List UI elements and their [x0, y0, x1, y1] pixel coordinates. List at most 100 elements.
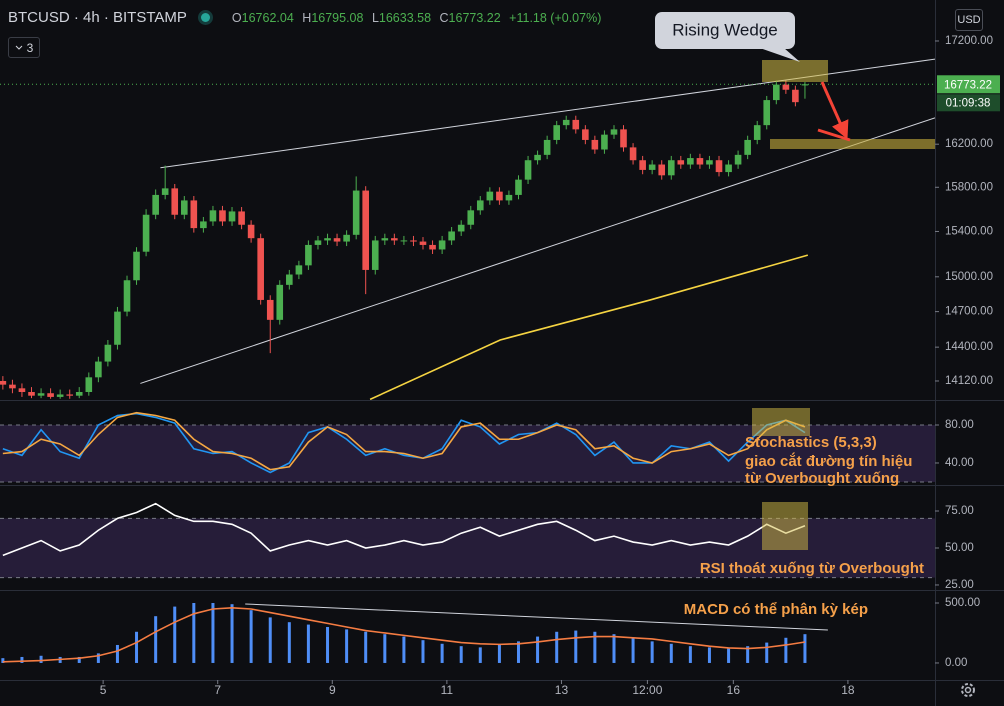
y-tick-label: 17200.00	[945, 35, 993, 47]
candle-body	[37, 393, 45, 396]
histogram-bar	[650, 641, 654, 663]
candle-body	[677, 160, 685, 165]
histogram-bar	[784, 637, 788, 663]
candle-body	[467, 210, 475, 225]
market-status	[200, 13, 210, 22]
pane	[0, 58, 935, 400]
last-price-label: 16773.22	[944, 79, 992, 91]
candle-body	[286, 274, 293, 285]
candle-body	[543, 139, 551, 155]
histogram-bar	[383, 634, 387, 663]
ohlc-label: H	[302, 10, 312, 25]
candle-body	[419, 241, 427, 245]
histogram-bar	[306, 624, 310, 663]
candle-body	[667, 160, 675, 176]
candle-body	[305, 244, 312, 266]
indicator-toggle[interactable]: 3	[8, 37, 40, 58]
candle-body	[648, 164, 656, 170]
ohlc-label: C	[439, 10, 449, 25]
y-tick-label: 15400.00	[945, 225, 993, 237]
series-line	[2, 412, 806, 474]
histogram-bar	[211, 602, 215, 663]
candle-body	[773, 84, 780, 101]
candle-body	[687, 158, 694, 165]
trendline	[140, 117, 935, 384]
histogram-bar	[593, 631, 597, 663]
annotation: giao cắt đường tín hiệu	[745, 452, 912, 470]
histogram-bar	[669, 643, 673, 663]
candle-body	[582, 129, 589, 140]
candle-body	[410, 240, 417, 242]
candle-body	[400, 240, 408, 242]
candle-body	[715, 160, 723, 173]
y-tick-label: 80.00	[945, 419, 974, 431]
histogram-bar	[402, 636, 406, 663]
candle-body	[114, 311, 121, 345]
histogram-bar	[135, 631, 139, 663]
y-tick-label: 15000.00	[945, 271, 993, 283]
histogram-bar	[20, 656, 24, 663]
series-line	[369, 254, 809, 400]
candle-body	[209, 210, 217, 222]
candle-body	[448, 231, 455, 241]
x-tick-label: 16	[727, 683, 741, 697]
candle-body	[639, 160, 646, 170]
x-tick-label: 18	[841, 683, 855, 697]
indicator-count: 3	[26, 40, 34, 55]
histogram-bar	[727, 648, 731, 663]
x-tick-label: 9	[329, 683, 336, 697]
histogram-bar	[612, 634, 616, 663]
candle-body	[696, 158, 704, 165]
candle-body	[553, 125, 561, 140]
y-tick-label: 40.00	[945, 457, 974, 469]
y-tick-label: 500.00	[945, 597, 980, 609]
candle-body	[438, 240, 446, 250]
highlight-box	[762, 502, 808, 550]
candle-body	[0, 380, 7, 385]
annotation: MACD có thể phân kỳ kép	[684, 601, 868, 618]
annotation: RSI thoát xuống từ Overbought	[700, 560, 924, 577]
candle-body	[123, 280, 131, 312]
y-tick-label: 15800.00	[945, 181, 993, 193]
candle-body	[486, 191, 494, 201]
candle-body	[190, 200, 198, 229]
series-line	[2, 502, 806, 557]
histogram-bar	[497, 644, 501, 663]
currency: USD	[957, 14, 981, 26]
histogram-bar	[536, 636, 540, 663]
candle-body	[782, 84, 790, 90]
candle-body	[753, 125, 761, 140]
countdown: 01:09:38	[946, 97, 991, 109]
ohlc-value: 16773.22	[448, 10, 501, 25]
candle-body	[257, 238, 264, 300]
ohlc-value: 16633.58	[378, 10, 432, 25]
callout-pointer	[760, 48, 800, 62]
y-tick-label: 50.00	[945, 542, 974, 554]
candle-body	[343, 234, 350, 242]
candle-body	[247, 224, 255, 239]
candle-body	[610, 129, 618, 135]
histogram-bar	[574, 630, 578, 663]
histogram-bar	[192, 602, 196, 663]
candle-body	[9, 384, 16, 389]
candle-body	[142, 214, 150, 252]
candle-body	[181, 200, 188, 215]
candle-body	[706, 160, 713, 165]
candle-body	[219, 210, 226, 222]
ohlc-label: O	[231, 10, 242, 25]
candle-body	[591, 139, 599, 150]
ohlc-label: L	[371, 10, 379, 25]
y-tick-label: 75.00	[945, 505, 974, 517]
candle-body	[95, 361, 102, 378]
candle-body	[524, 160, 532, 180]
y-tick-label: 16200.00	[945, 138, 993, 150]
symbol-title[interactable]: BTCUSD · 4h · BITSTAMP	[8, 9, 187, 26]
histogram-bar	[803, 634, 807, 663]
settings-icon[interactable]	[961, 683, 975, 697]
currency-button[interactable]: USD	[955, 9, 983, 31]
ohlc-value: 16762.04	[241, 10, 294, 25]
support-zone	[770, 139, 935, 149]
x-tick-label: 12:00	[632, 683, 662, 697]
y-tick-label: 25.00	[945, 579, 974, 591]
candle-body	[228, 211, 236, 222]
